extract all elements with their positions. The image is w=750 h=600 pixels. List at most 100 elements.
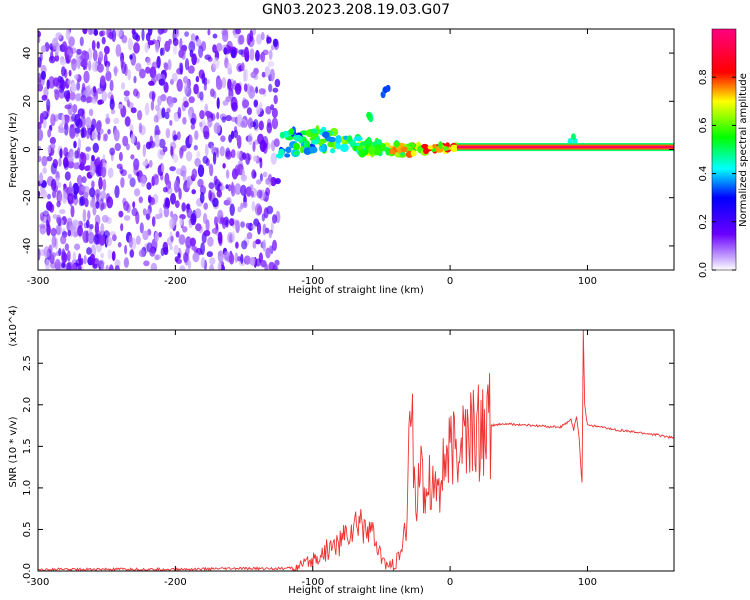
noise-speckle [91,180,95,189]
noise-speckle [38,190,41,198]
colorbar: 0.0 0.2 0.4 0.6 0.8 Normalized spectral ampl… [698,28,749,278]
noise-speckle [43,246,50,258]
noise-speckle [221,116,227,123]
spectrogram-marks [38,29,674,270]
noise-speckle [104,45,110,55]
noise-speckle [163,62,169,71]
noise-speckle [265,105,272,115]
signal-blob [432,143,437,149]
signal-blob [278,148,285,156]
noise-speckle [252,240,257,249]
noise-speckle [76,81,81,91]
noise-speckle [55,224,62,236]
noise-speckle [256,222,262,235]
noise-speckle [151,216,156,227]
noise-speckle [105,70,112,82]
noise-speckle [231,48,236,58]
noise-speckle [70,89,75,101]
noise-speckle [144,102,150,116]
snr-xlabel: Height of straight line (km) [288,585,424,596]
noise-speckle [225,219,229,228]
noise-speckle [114,259,121,268]
noise-speckle [272,38,278,48]
noise-speckle [191,189,196,195]
noise-speckle [161,47,165,56]
noise-speckle [212,33,218,39]
noise-speckle [157,148,164,160]
noise-speckle [84,198,89,208]
signal-blob [346,135,353,143]
noise-speckle [158,231,163,238]
noise-speckle [235,241,239,249]
noise-speckle [144,42,149,53]
noise-speckle [106,29,112,38]
noise-speckle [74,243,81,251]
noise-speckle [186,207,193,219]
noise-speckle [47,144,51,154]
noise-speckle [271,107,278,119]
noise-speckle [114,185,120,199]
noise-speckle [50,178,57,191]
noise-speckle [109,147,116,156]
noise-speckle [97,99,103,105]
signal-blob [303,141,308,149]
noise-speckle [250,71,257,79]
noise-speckle [89,253,96,266]
noise-speckle [105,117,111,125]
noise-speckle [65,93,70,102]
noise-speckle [47,128,52,138]
noise-speckle [89,199,94,208]
noise-speckle [247,133,253,146]
noise-speckle [74,127,81,134]
noise-speckle [64,104,72,110]
noise-speckle [98,51,104,63]
noise-speckle [258,157,263,163]
noise-speckle [217,231,223,244]
noise-speckle [245,186,252,197]
noise-speckle [155,254,162,260]
noise-speckle [154,231,159,243]
noise-speckle [57,75,62,83]
signal-blob [311,139,319,145]
noise-speckle [183,76,189,84]
noise-speckle [96,87,104,95]
noise-speckle [210,144,215,154]
snr-multiplier: (x10^4) [8,305,19,346]
noise-speckle [130,107,137,114]
noise-speckle [252,29,257,36]
noise-speckle [42,167,47,174]
noise-speckle [164,172,170,185]
noise-speckle [256,189,263,199]
noise-speckle [167,96,174,108]
noise-speckle [231,231,236,243]
noise-speckle [91,98,97,104]
noise-speckle [88,60,92,72]
colorbar-tick-label: 0.2 [698,214,709,230]
noise-speckle [195,38,202,47]
signal-feature [570,133,576,141]
noise-speckle [214,216,218,227]
noise-speckle [70,205,75,218]
noise-speckle [45,258,50,270]
signal-blob [368,146,375,155]
noise-speckle [38,121,42,130]
noise-speckle [176,78,183,92]
noise-speckle [81,82,86,92]
y-tick-label: 2.5 [22,355,33,371]
noise-speckle [68,69,72,77]
noise-speckle [222,163,226,169]
noise-speckle [194,130,199,141]
noise-speckle [61,191,68,204]
noise-speckle [50,252,57,258]
signal-feature [366,111,372,119]
noise-speckle [273,138,280,148]
noise-speckle [123,257,129,268]
noise-speckle [213,122,221,134]
noise-speckle [243,46,250,60]
noise-speckle [212,57,220,70]
snr-series-line [38,330,674,571]
tone-band-core [456,146,674,149]
colorbar-tick-label: 0.8 [698,69,709,85]
noise-speckle [81,60,88,67]
noise-speckle [121,35,128,44]
